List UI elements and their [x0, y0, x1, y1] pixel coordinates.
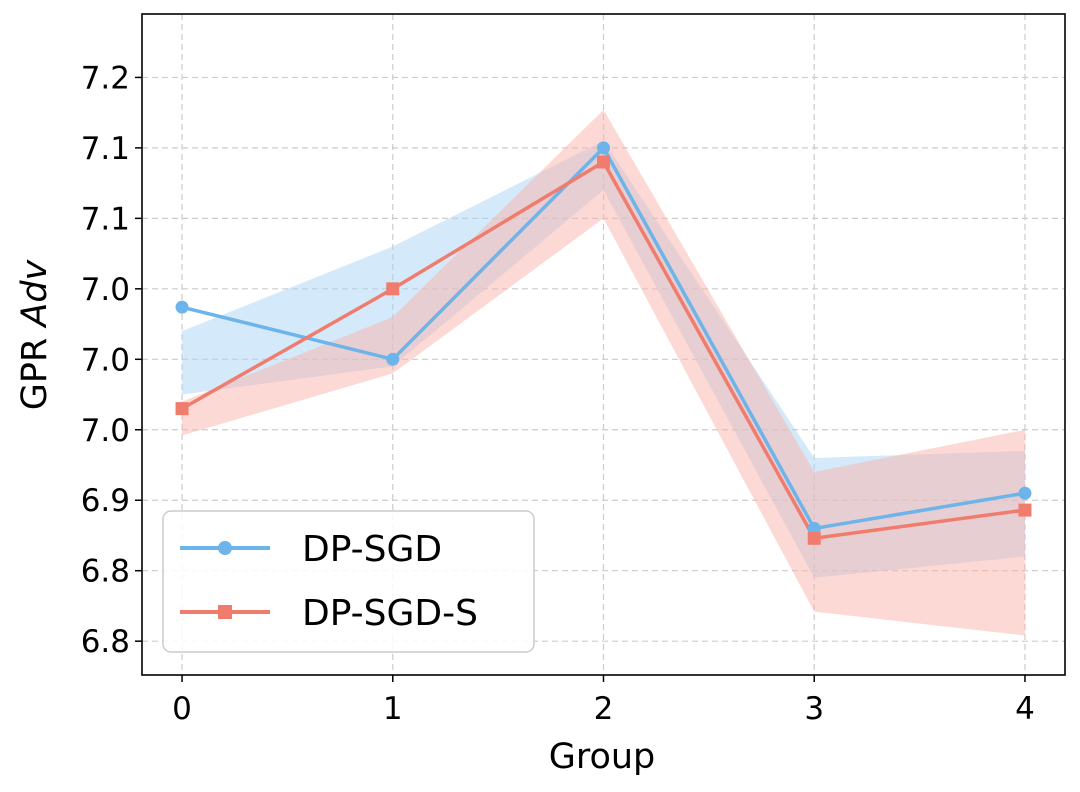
- data-point: [807, 521, 821, 535]
- y-tick-label: 7.2: [81, 60, 130, 96]
- legend: DP-SGD DP-SGD-S: [162, 510, 535, 653]
- y-axis-title: GPR Adv: [15, 258, 55, 410]
- legend-label-dp-sgd-s: DP-SGD-S: [302, 593, 478, 634]
- band-1: [182, 109, 1025, 636]
- data-point: [1018, 503, 1032, 517]
- x-tick-label: 2: [594, 691, 614, 727]
- x-tick-label: 0: [172, 691, 192, 727]
- confidence-bands: [182, 109, 1025, 636]
- y-tick-label: 7.1: [81, 201, 130, 237]
- data-point: [386, 282, 400, 296]
- data-point: [1018, 486, 1032, 500]
- data-point: [175, 402, 189, 416]
- data-point: [597, 155, 610, 169]
- data-point: [597, 141, 610, 155]
- y-axis-title-italic: Adv: [15, 258, 55, 328]
- axis-ticks: 0 1 2 3 4 6.8 6.8 6.9 7.0 7.0 7.0 7.1 7.1 7.2: [81, 60, 1035, 727]
- y-tick-label: 6.8: [81, 624, 130, 660]
- y-tick-label: 6.8: [81, 554, 130, 590]
- x-tick-label: 1: [383, 691, 403, 727]
- data-point: [807, 531, 821, 545]
- y-tick-label: 7.0: [81, 342, 130, 378]
- y-tick-label: 7.1: [81, 131, 130, 167]
- y-axis-title-prefix: GPR: [15, 327, 55, 411]
- legend-label-dp-sgd: DP-SGD: [302, 529, 442, 570]
- data-point: [175, 300, 189, 314]
- legend-marker-dp-sgd-s: [218, 605, 232, 619]
- y-tick-label: 7.0: [81, 413, 130, 449]
- band-0: [182, 140, 1025, 578]
- series-markers: [175, 141, 1032, 545]
- x-tick-label: 4: [1015, 691, 1035, 727]
- x-axis-title: Group: [549, 737, 656, 777]
- data-point: [386, 352, 400, 366]
- legend-marker-dp-sgd: [218, 541, 232, 555]
- y-tick-label: 7.0: [81, 272, 130, 308]
- x-tick-label: 3: [804, 691, 824, 727]
- y-tick-label: 6.9: [81, 483, 130, 519]
